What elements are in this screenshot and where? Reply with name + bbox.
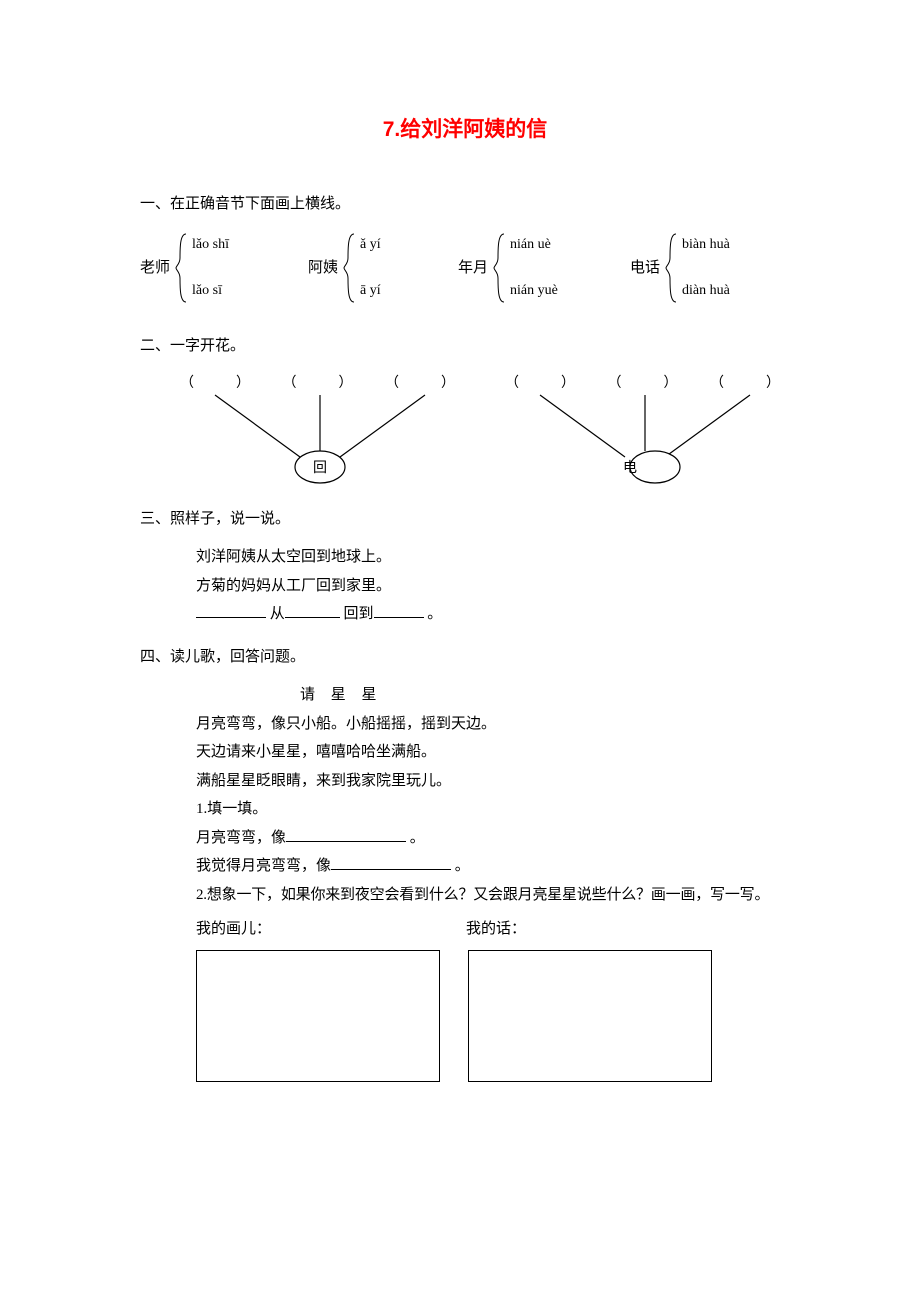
- q1-text: 。: [451, 858, 470, 874]
- pinyin-option: nián uè: [510, 232, 558, 259]
- hanzi-label: 年月: [458, 254, 488, 283]
- q2-text: 2.想象一下，如果你来到夜空会看到什么？又会跟月亮星星说些什么？画一画，写一写。: [140, 881, 790, 910]
- box-labels: 我的画儿： 我的话：: [140, 915, 790, 944]
- q1-line: 我觉得月亮弯弯，像 。: [140, 852, 790, 881]
- hanzi-label: 电话: [630, 254, 660, 283]
- pinyin-option: lǎo sī: [192, 278, 229, 305]
- brace-icon: [174, 232, 190, 304]
- pinyin-item: 年月 nián uè nián yuè: [458, 228, 558, 308]
- pinyin-options: lǎo shī lǎo sī: [190, 232, 229, 304]
- pinyin-item: 阿姨 ǎ yí ā yí: [308, 228, 381, 308]
- pinyin-option: diàn huà: [682, 278, 730, 305]
- pinyin-item: 电话 biàn huà diàn huà: [630, 228, 730, 308]
- q1-line: 月亮弯弯，像 。: [140, 824, 790, 853]
- flower-lines-icon: 回: [170, 391, 470, 491]
- pinyin-option: ā yí: [360, 278, 381, 305]
- blank-underline: [374, 602, 424, 618]
- section-4-heading: 四、读儿歌，回答问题。: [140, 643, 790, 672]
- q1-text: 月亮弯弯，像: [196, 830, 286, 846]
- blank-underline: [285, 602, 340, 618]
- hanzi-label: 阿姨: [308, 254, 338, 283]
- pinyin-option: biàn huà: [682, 232, 730, 259]
- drawing-box: [196, 950, 440, 1082]
- poem-line: 月亮弯弯，像只小船。小船摇摇，摇到天边。: [140, 710, 790, 739]
- answer-boxes: [140, 950, 790, 1082]
- pinyin-options: ǎ yí ā yí: [358, 232, 381, 304]
- blank-underline: [286, 826, 406, 842]
- pinyin-options: biàn huà diàn huà: [680, 232, 730, 304]
- fill-line: 从 回到 。: [140, 600, 790, 629]
- blank-underline: [331, 854, 451, 870]
- box2-label: 我的话：: [466, 915, 526, 944]
- poem-line: 天边请来小星星，嘻嘻哈哈坐满船。: [140, 738, 790, 767]
- q1-text: 。: [406, 830, 425, 846]
- poem-title: 请 星 星: [140, 681, 790, 710]
- box1-label: 我的画儿：: [196, 915, 466, 944]
- flower-exercise: （ ） （ ） （ ） 回 （ ） （ ） （ ）: [140, 371, 790, 491]
- section-3-heading: 三、照样子，说一说。: [140, 505, 790, 534]
- hanzi-label: 老师: [140, 254, 170, 283]
- example-line: 刘洋阿姨从太空回到地球上。: [140, 543, 790, 572]
- flower-diagram: （ ） （ ） （ ） 回: [170, 371, 465, 491]
- fill-text: 从: [266, 606, 285, 622]
- fill-text: 。: [424, 606, 443, 622]
- fill-text: 回到: [340, 606, 374, 622]
- q1-text: 我觉得月亮弯弯，像: [196, 858, 331, 874]
- page-title: 7.给刘洋阿姨的信: [140, 110, 790, 150]
- writing-box: [468, 950, 712, 1082]
- section-2-heading: 二、一字开花。: [140, 332, 790, 361]
- pinyin-option: lǎo shī: [192, 232, 229, 259]
- poem-line: 满船星星眨眼睛，来到我家院里玩儿。: [140, 767, 790, 796]
- pinyin-options: nián uè nián yuè: [508, 232, 558, 304]
- section-1-heading: 一、在正确音节下面画上横线。: [140, 190, 790, 219]
- example-line: 方菊的妈妈从工厂回到家里。: [140, 572, 790, 601]
- flower-diagram: （ ） （ ） （ ） 电: [495, 371, 790, 491]
- brace-icon: [342, 232, 358, 304]
- worksheet-page: 7.给刘洋阿姨的信 一、在正确音节下面画上横线。 老师 lǎo shī lǎo …: [0, 0, 920, 1142]
- brace-icon: [492, 232, 508, 304]
- blank-underline: [196, 602, 266, 618]
- flower-center: 回: [313, 460, 327, 476]
- flower-lines-icon: 电: [495, 391, 795, 491]
- pinyin-option: nián yuè: [510, 278, 558, 305]
- q1-heading: 1.填一填。: [140, 795, 790, 824]
- pinyin-item: 老师 lǎo shī lǎo sī: [140, 228, 229, 308]
- brace-icon: [664, 232, 680, 304]
- flower-center: 电: [623, 460, 637, 476]
- pinyin-exercise: 老师 lǎo shī lǎo sī 阿姨 ǎ yí ā yí 年月: [140, 228, 790, 318]
- pinyin-option: ǎ yí: [360, 232, 381, 259]
